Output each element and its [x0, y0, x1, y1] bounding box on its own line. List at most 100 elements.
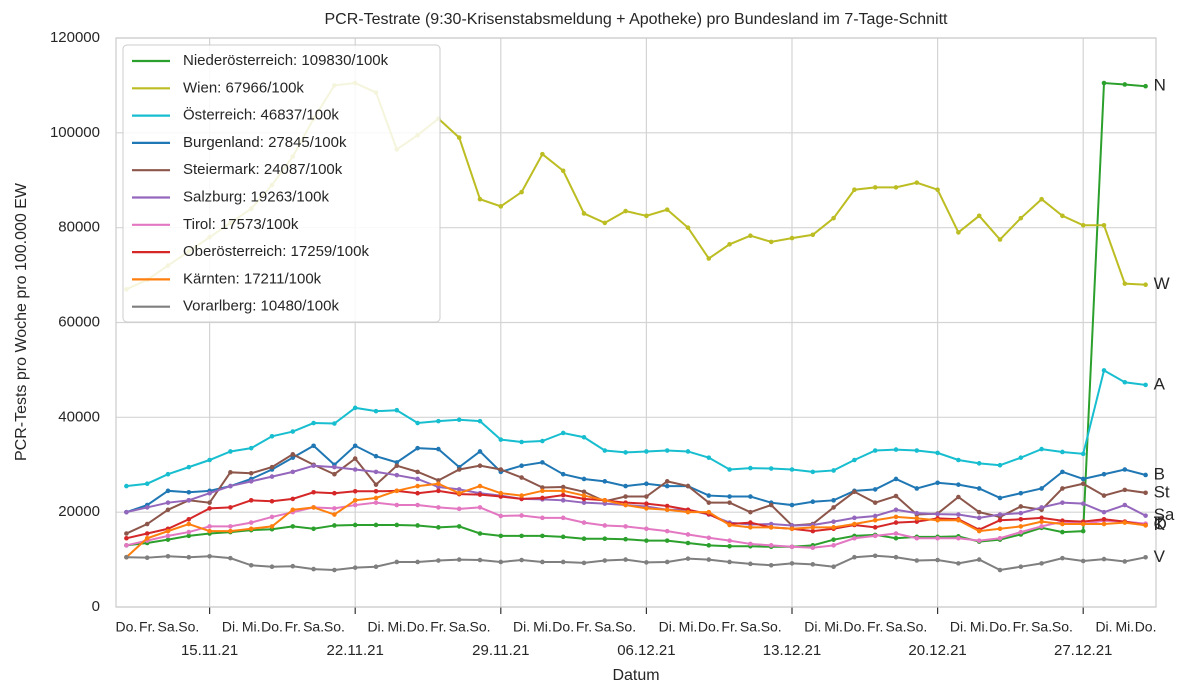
data-point	[165, 507, 171, 513]
data-point	[436, 478, 441, 483]
data-point	[1039, 486, 1044, 491]
data-point	[831, 543, 836, 548]
data-point	[477, 557, 483, 563]
data-point	[1018, 510, 1024, 516]
data-point	[872, 533, 878, 539]
data-point	[269, 514, 275, 520]
data-point	[1080, 558, 1086, 564]
data-point	[415, 502, 420, 508]
x-minor-tick-label: Fr.	[1013, 619, 1029, 635]
data-point	[1143, 555, 1148, 560]
data-point	[186, 464, 192, 470]
data-point	[415, 483, 420, 489]
data-point	[477, 492, 483, 497]
data-point	[311, 489, 316, 495]
data-point	[706, 557, 712, 562]
data-point	[436, 525, 441, 530]
data-point	[893, 447, 899, 452]
series-line	[125, 453, 1146, 535]
data-point	[602, 479, 608, 484]
data-point	[519, 493, 524, 498]
x-minor-tick-label: So.	[469, 619, 490, 635]
series-line	[126, 489, 1146, 540]
data-point	[581, 520, 587, 525]
x-minor-tick-label: Di.	[1095, 619, 1112, 635]
plot-frame	[115, 37, 1157, 608]
data-point	[207, 524, 212, 529]
data-point	[186, 489, 192, 495]
data-point	[727, 559, 732, 565]
data-point	[768, 239, 774, 245]
data-point	[1080, 481, 1086, 487]
y-axis-label: PCR-Tests pro Woche pro 100.000 EW	[13, 182, 30, 461]
data-point	[540, 488, 545, 494]
data-point	[997, 526, 1003, 532]
data-point	[1039, 196, 1044, 202]
data-point	[540, 460, 545, 465]
data-point	[394, 460, 400, 465]
data-point	[664, 503, 670, 509]
data-point	[124, 531, 129, 536]
x-minor-tick-label: Mi.	[824, 619, 843, 635]
data-point	[540, 438, 545, 444]
data-point	[914, 535, 920, 541]
data-point	[560, 515, 566, 521]
data-point	[956, 482, 961, 487]
data-point	[1039, 519, 1044, 524]
data-point	[560, 534, 566, 540]
x-tick-label: 06.12.21	[617, 642, 675, 659]
data-point	[706, 500, 712, 505]
data-point	[748, 465, 753, 471]
data-point	[352, 443, 358, 449]
data-point	[560, 168, 566, 174]
data-point	[540, 485, 545, 490]
data-point	[810, 545, 816, 551]
data-point	[1018, 504, 1024, 509]
data-point	[248, 470, 254, 476]
x-minor-tick-label: Sa.	[1031, 619, 1052, 635]
data-point	[373, 489, 379, 494]
data-point	[1060, 500, 1065, 505]
data-point	[727, 500, 732, 505]
data-point	[956, 230, 961, 235]
data-point	[144, 481, 150, 487]
data-point	[935, 517, 940, 523]
data-point	[893, 535, 899, 541]
data-point	[352, 489, 358, 494]
data-point	[789, 523, 795, 528]
data-point	[560, 559, 566, 565]
data-point	[1060, 469, 1065, 475]
data-point	[248, 526, 254, 532]
data-point	[124, 543, 129, 548]
data-point	[914, 510, 920, 516]
data-point	[1080, 476, 1086, 482]
data-point	[1039, 561, 1044, 566]
data-point	[477, 505, 483, 510]
data-point	[477, 483, 483, 489]
data-point	[935, 450, 940, 456]
chart-title: PCR-Testrate (9:30-Krisenstabsmeldung + …	[325, 11, 949, 28]
data-point	[165, 553, 171, 559]
data-point	[789, 561, 795, 566]
data-point	[332, 490, 337, 496]
data-point	[373, 482, 379, 487]
data-point	[248, 479, 254, 484]
data-point	[165, 500, 171, 505]
data-point	[727, 538, 732, 543]
end-label: A	[1154, 374, 1166, 393]
legend-label: Vorarlberg: 10480/100k	[183, 298, 339, 315]
data-point	[852, 554, 857, 560]
y-tick-label: 100000	[50, 124, 100, 141]
data-point	[872, 487, 878, 492]
x-minor-tick-label: Mi.	[1115, 619, 1134, 635]
data-point	[207, 457, 212, 463]
data-point	[810, 528, 816, 534]
data-point	[748, 561, 753, 567]
data-point	[394, 488, 400, 494]
data-point	[852, 187, 857, 193]
legend-label: Niederösterreich: 109830/100k	[183, 52, 389, 69]
data-point	[1143, 282, 1148, 288]
data-point	[893, 185, 899, 190]
data-point	[706, 509, 712, 515]
